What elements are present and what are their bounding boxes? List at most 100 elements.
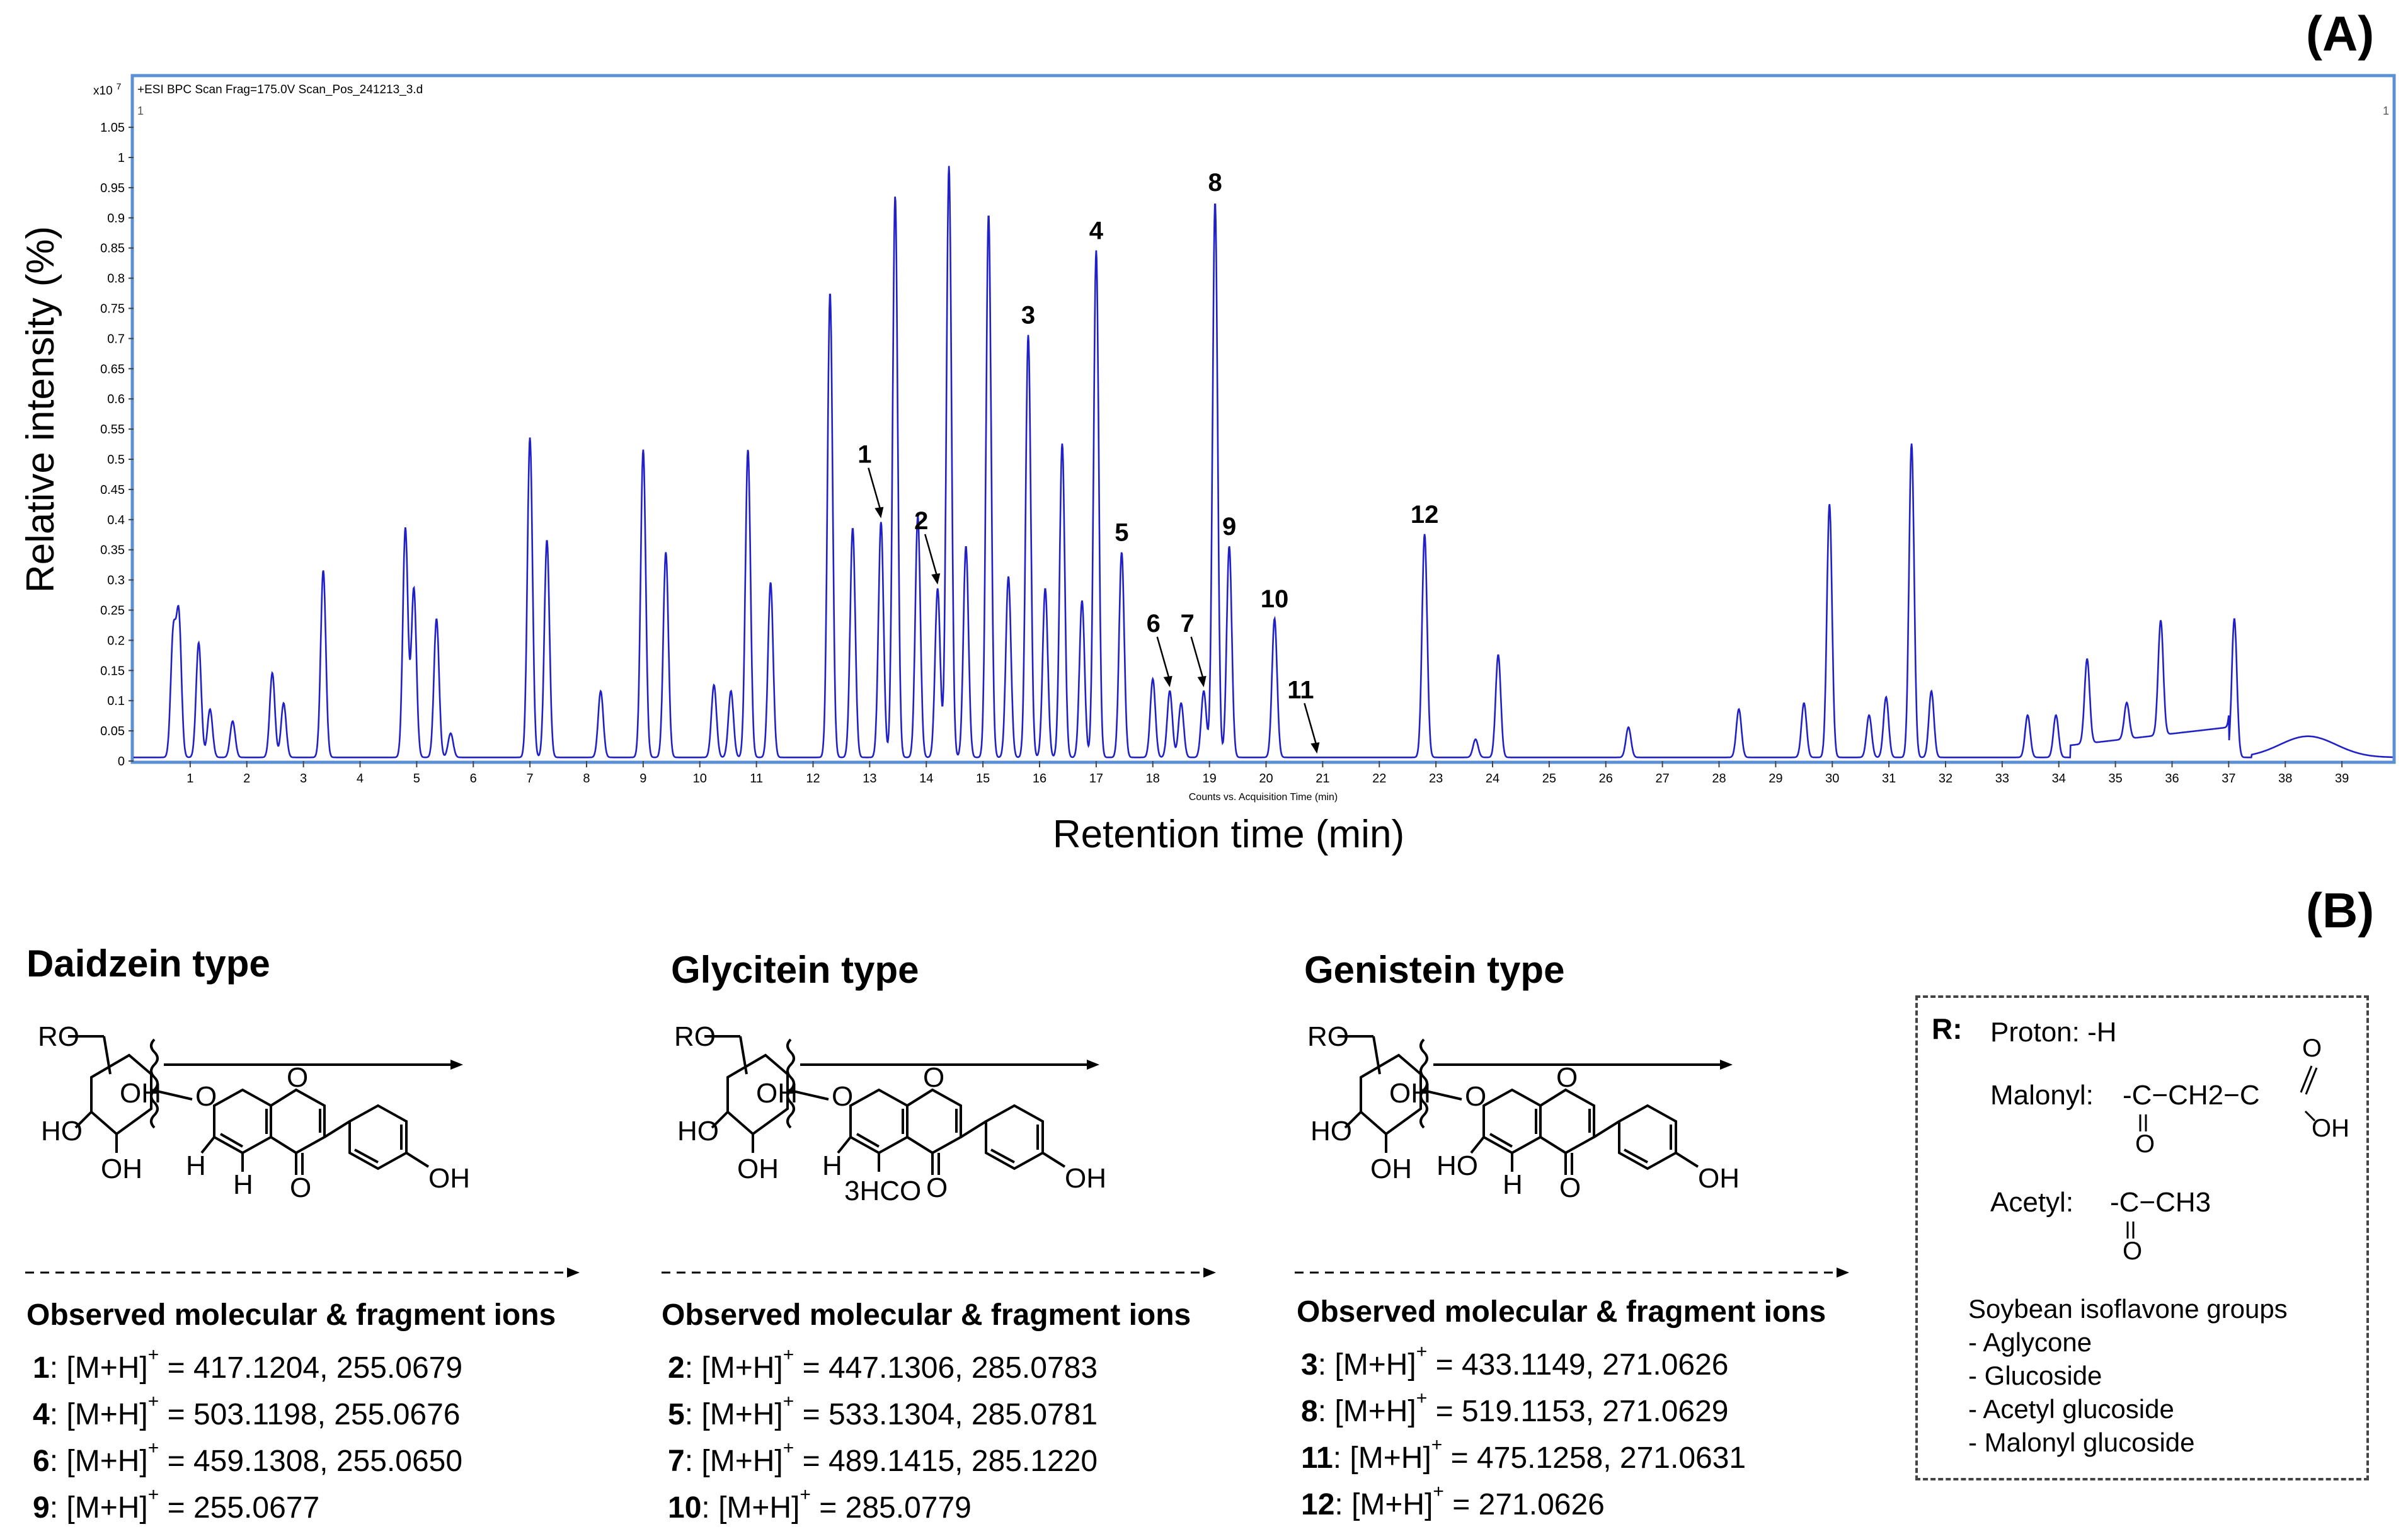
x-tick-label: 34 [2052, 772, 2066, 786]
annotation-arrowhead [1310, 742, 1320, 754]
x-tick-label: 24 [1486, 772, 1499, 786]
annotation-arrowhead [931, 573, 941, 585]
y-tick-label: 0.2 [107, 634, 125, 648]
annotation-arrow [1190, 636, 1205, 682]
y-tick-label: 0.6 [107, 392, 125, 406]
x-tick-label: 9 [639, 772, 646, 786]
daidzein-gly-o: O [195, 1081, 217, 1112]
y-axis-label: Relative intensity (%) [19, 226, 62, 593]
ion-line: 7: [M+H]+ = 489.1415, 285.1220 [668, 1438, 1098, 1479]
x-tick-label: 32 [1939, 772, 1952, 786]
x-tick-label: 16 [1033, 772, 1046, 786]
glycitein-keto-o: O [926, 1172, 948, 1203]
r-heading: R: [1932, 1012, 1963, 1045]
y-tick-label: 1.05 [100, 121, 125, 135]
r-group-box: R: Proton: -H Malonyl: -C−CH2−C O O OH A… [1915, 995, 2369, 1480]
daidzein-oh-phenyl: OH [428, 1163, 470, 1194]
r-malonyl-oh: OH [2312, 1114, 2349, 1142]
daidzein-ion-list: 1: [M+H]+ = 417.1204, 255.0679 4: [M+H]+… [33, 1345, 462, 1531]
peak-label: 1 [857, 441, 871, 469]
r-acetyl-formula: -C−CH3 [2110, 1187, 2211, 1218]
glycitein-oh-bottom: OH [737, 1153, 779, 1184]
y-tick-label: 0.35 [100, 544, 125, 558]
r-malonyl-o2: O [2302, 1034, 2322, 1062]
x-tick-label: 15 [976, 772, 990, 786]
y-tick-label: 0.4 [107, 513, 125, 527]
glycitein-h-left: H [822, 1150, 842, 1181]
y-tick-label: 0.8 [107, 272, 125, 286]
y-tick-label: 0.85 [100, 242, 125, 256]
r-group-item: - Glucoside [1968, 1361, 2102, 1390]
genistein-ring-o: O [1556, 1062, 1578, 1093]
annotation-arrowhead [1197, 675, 1207, 687]
daidzein-oh-bottom: OH [101, 1153, 142, 1184]
corner-marker-right: 1 [2383, 105, 2389, 117]
glycitein-ho: HO [677, 1116, 719, 1147]
peak-label: 2 [914, 507, 928, 535]
x-tick-label: 29 [1769, 772, 1782, 786]
genistein-oh-ring: OH [1389, 1078, 1431, 1109]
panel-label-b: (B) [2306, 883, 2375, 938]
peak-label: 4 [1089, 217, 1104, 245]
peak-label: 9 [1222, 513, 1236, 541]
acetyl-bonds [2126, 1222, 2135, 1239]
glycitein-ro: RO [674, 1021, 716, 1052]
peak-label: 12 [1411, 501, 1439, 529]
malonyl-bonds [2139, 1065, 2318, 1131]
r-groups-title: Soybean isoflavone groups [1968, 1294, 2288, 1324]
daidzein-ring-o: O [287, 1062, 308, 1093]
x-tick-label: 35 [2108, 772, 2122, 786]
x-tick-label: 27 [1655, 772, 1669, 786]
x-tick-label: 10 [693, 772, 707, 786]
daidzein-ro: RO [38, 1021, 79, 1052]
glycitein-gly-o: O [832, 1081, 853, 1112]
peak-label: 11 [1287, 676, 1314, 704]
y-multiplier: x10 7 [93, 81, 122, 98]
corner-marker-left: 1 [137, 105, 144, 117]
x-axis: 1 2 3 4 5 6 7 8 9 10 11 12 13 14 15 16 17 18 19 20 21 22 23 24 2… [186, 761, 2349, 786]
genistein-ho-left: HO [1436, 1150, 1478, 1181]
annotation-arrow [924, 534, 939, 579]
glycitein-observed-title: Observed molecular & fragment ions [662, 1298, 1191, 1332]
x-tick-label: 5 [413, 772, 420, 786]
glycitein-oh-ring: OH [756, 1078, 798, 1109]
y-tick-label: 0.05 [100, 724, 125, 738]
y-tick-label: 0.9 [107, 212, 125, 226]
ion-line: 2: [M+H]+ = 447.1306, 285.0783 [668, 1344, 1098, 1385]
y-tick-label: 1 [118, 151, 125, 165]
ion-line: 9: [M+H]+ = 255.0677 [33, 1484, 320, 1525]
ion-line: 10: [M+H]+ = 285.0779 [668, 1484, 972, 1525]
genistein-ion-list: 3: [M+H]+ = 433.1149, 271.0626 8: [M+H]+… [1301, 1342, 1746, 1528]
r-group-item: - Aglycone [1968, 1327, 2092, 1357]
r-malonyl-o1: O [2135, 1130, 2155, 1158]
x-tick-label: 21 [1316, 772, 1329, 786]
x-tick-label: 37 [2222, 772, 2235, 786]
y-tick-label: 0.95 [100, 181, 125, 195]
r-proton: Proton: -H [1990, 1017, 2117, 1048]
glycitein-title: Glycitein type [671, 949, 919, 991]
daidzein-keto-o: O [290, 1172, 311, 1203]
y-axis: 0 0.05 0.1 0.15 0.2 0.25 0.3 0.35 0.4 0.45 0.5 0.55… [100, 121, 134, 769]
r-malonyl-label: Malonyl: [1990, 1080, 2094, 1111]
y-multiplier-exponent: 7 [117, 81, 122, 91]
daidzein-oh-ring: OH [120, 1078, 161, 1109]
ion-line: 3: [M+H]+ = 433.1149, 271.0626 [1301, 1341, 1729, 1382]
annotation-arrow [1304, 702, 1318, 748]
genistein-observed-title: Observed molecular & fragment ions [1297, 1295, 1826, 1329]
x-tick-label: 3 [300, 772, 307, 786]
panel-label-a: (A) [2306, 6, 2375, 61]
r-malonyl-formula: -C−CH2−C [2123, 1080, 2260, 1111]
x-tick-label: 39 [2335, 772, 2349, 786]
r-acetyl-o: O [2123, 1237, 2143, 1265]
x-tick-label: 2 [243, 772, 250, 786]
genistein-ho: HO [1310, 1116, 1352, 1147]
y-tick-label: 0.7 [107, 332, 125, 346]
genistein-structure: RO OH HO OH O O HO H O OH [1295, 1021, 1849, 1278]
x-tick-label: 26 [1599, 772, 1613, 786]
x-tick-label: 25 [1542, 772, 1556, 786]
y-tick-label: 0.15 [100, 664, 125, 678]
y-tick-label: 0.65 [100, 362, 125, 376]
daidzein-h-left: H [186, 1150, 206, 1181]
x-tick-label: 7 [527, 772, 534, 786]
